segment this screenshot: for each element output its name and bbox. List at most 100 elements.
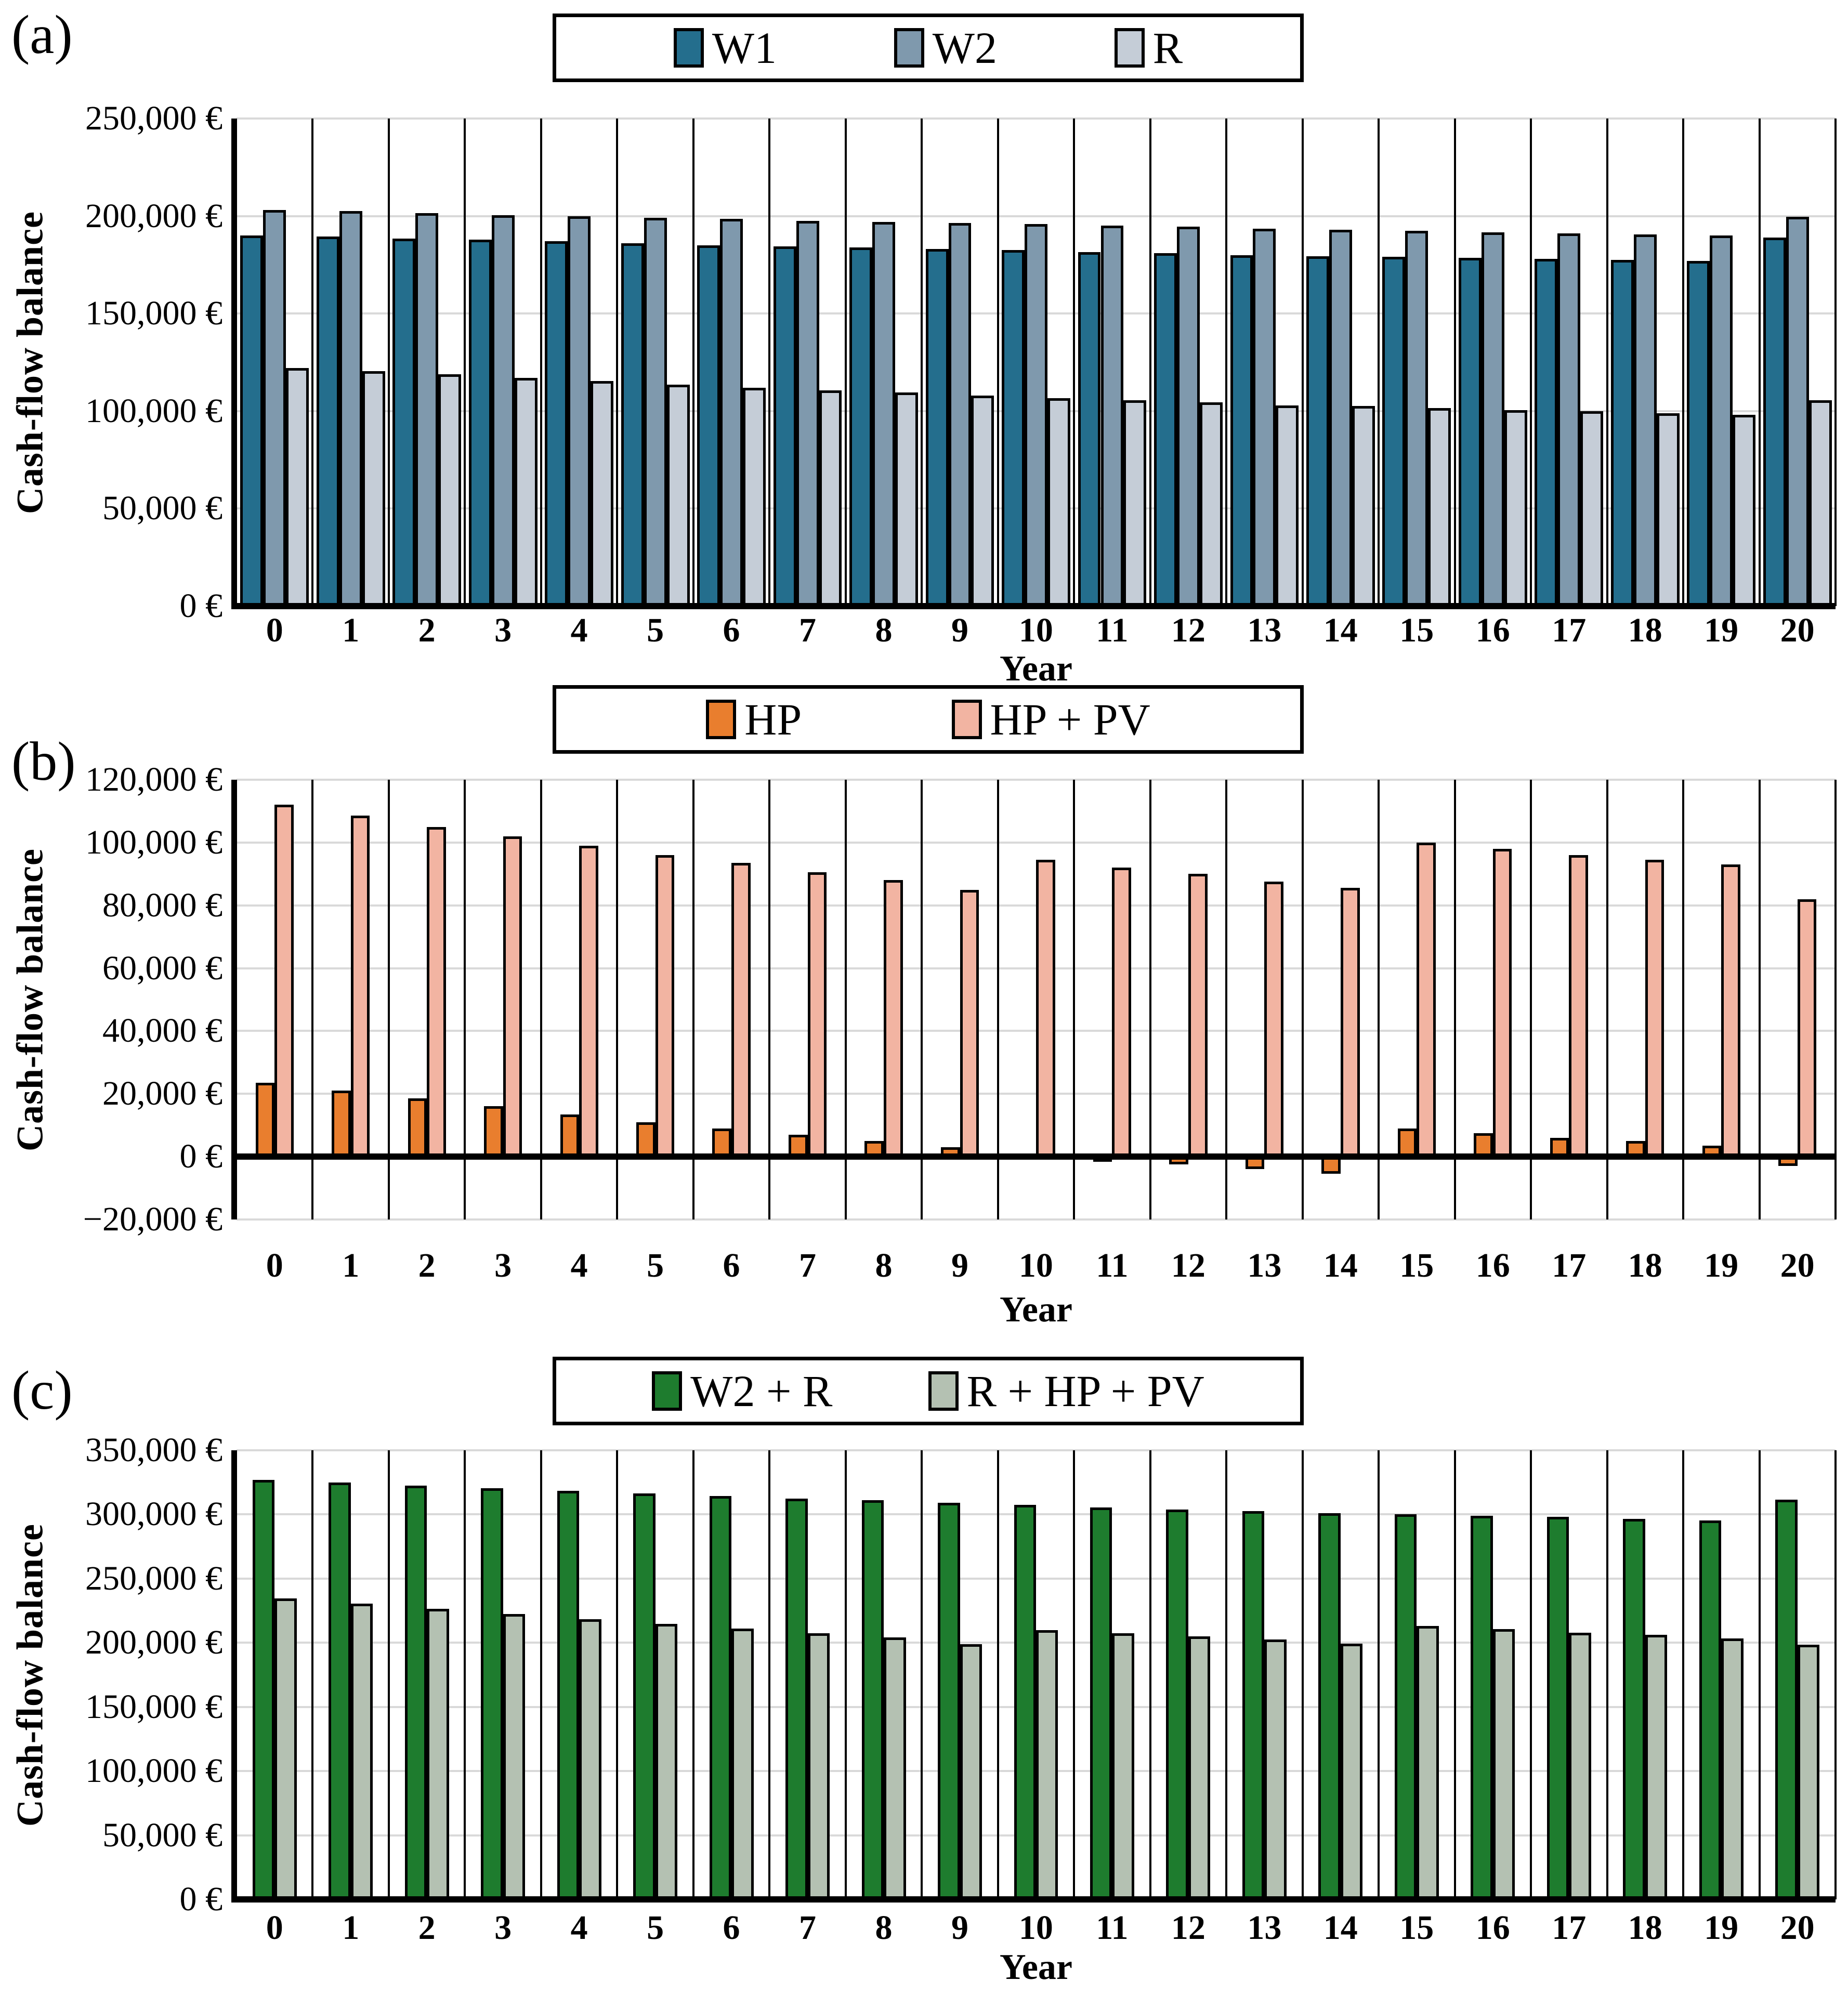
legend-item-R: R [1114,25,1183,70]
x-tick-label: 6 [723,1909,740,1947]
y-tick-label: 40,000 € [102,1012,222,1050]
category-separator [387,119,390,606]
y-tick-label: 250,000 € [85,1559,222,1597]
y-tick-label: 350,000 € [85,1431,222,1469]
category-separator [1530,119,1532,606]
category-separator [1301,780,1304,1219]
bar-HP + PV-year-12 [1188,874,1208,1157]
bar-W1-year-14 [1306,256,1329,606]
plot-area [231,1449,1837,1903]
x-tick-label: 18 [1628,1909,1662,1947]
bar-W1-year-5 [621,243,644,606]
bar-HP-year-7 [788,1134,808,1157]
category-separator [464,780,466,1219]
bar-R + HP + PV-year-14 [1340,1643,1363,1899]
category-separator [1682,1450,1685,1899]
x-tick-label: 14 [1323,1909,1358,1947]
bar-W1-year-18 [1610,260,1634,606]
y-axis-line [231,780,237,1219]
bar-W1-year-7 [773,246,796,606]
category-separator [1149,119,1151,606]
bar-W2 + R-year-5 [633,1493,656,1899]
bar-HP + PV-year-1 [350,816,370,1157]
legend-swatch-W2 [894,28,924,68]
bar-W2-year-13 [1253,228,1276,606]
x-tick-label: 16 [1475,611,1510,649]
category-separator [1453,780,1456,1219]
bar-W1-year-15 [1382,257,1406,606]
category-separator [616,1450,619,1899]
bar-W2 + R-year-0 [252,1479,275,1899]
bar-HP + PV-year-4 [579,845,598,1157]
x-tick-label: 0 [266,1247,283,1284]
legend-label: HP + PV [990,694,1150,744]
y-tick-label: 200,000 € [85,196,222,235]
bar-HP + PV-year-6 [731,863,751,1157]
x-tick-label: 0 [266,611,283,649]
gridline [237,1218,1836,1221]
bar-HP + PV-year-15 [1417,842,1436,1157]
bar-W2-year-20 [1786,217,1809,606]
bar-HP-year-17 [1550,1137,1569,1157]
bar-W2-year-14 [1329,229,1352,606]
bar-R + HP + PV-year-11 [1112,1633,1134,1899]
category-separator [1606,1450,1608,1899]
x-tick-label: 17 [1552,1247,1587,1284]
bar-R-year-8 [895,392,918,606]
y-tick-label: 100,000 € [85,391,222,430]
legend: HP HP + PV [553,685,1304,754]
bar-W1-year-17 [1535,259,1558,606]
bar-W2-year-2 [415,213,439,606]
x-tick-label: 10 [1018,611,1053,649]
gridline [237,1513,1836,1516]
bar-W2-year-7 [796,220,819,606]
bar-R + HP + PV-year-0 [274,1598,297,1899]
panel-label: (c) [11,1360,73,1421]
y-tick-label: 100,000 € [85,1752,222,1790]
x-tick-label: 8 [875,611,893,649]
category-separator [1758,119,1761,606]
bar-W2 + R-year-3 [481,1488,503,1899]
bar-HP-year-4 [560,1114,580,1157]
category-separator [1530,1450,1532,1899]
bar-W2-year-18 [1633,234,1657,606]
zero-axis-line [231,603,1836,609]
x-tick-label: 5 [647,1247,664,1284]
bar-W2-year-17 [1557,233,1581,606]
bar-HP + PV-year-16 [1492,848,1512,1157]
category-separator [1682,119,1685,606]
gridline [237,215,1836,217]
x-tick-label: 18 [1628,611,1662,649]
bar-R-year-2 [438,374,462,606]
legend-label: W2 + R [690,1366,833,1416]
category-separator [844,119,847,606]
bar-R + HP + PV-year-9 [960,1644,982,1899]
bar-W1-year-10 [1002,250,1025,606]
category-separator [1301,119,1304,606]
x-tick-label: 5 [647,1909,664,1947]
y-tick-label: 100,000 € [85,823,222,861]
category-separator [616,780,619,1219]
bar-R + HP + PV-year-5 [655,1624,678,1899]
x-tick-label: 17 [1552,611,1587,649]
bar-R + HP + PV-year-4 [579,1619,601,1899]
x-tick-label: 3 [494,1909,512,1947]
category-separator [464,119,466,606]
x-tick-label: 10 [1018,1909,1053,1947]
bar-HP + PV-year-20 [1797,899,1817,1157]
bar-W1-year-6 [697,245,720,606]
bar-R + HP + PV-year-6 [731,1629,754,1899]
bar-W2-year-0 [263,210,286,606]
bar-W1-year-3 [468,239,492,606]
category-separator [311,1450,314,1899]
y-tick-label: 150,000 € [85,1687,222,1726]
category-separator [844,1450,847,1899]
category-separator [1225,1450,1228,1899]
bar-HP + PV-year-10 [1036,860,1055,1157]
y-tick-label: 0 € [179,1137,223,1176]
bar-W2-year-5 [644,218,667,606]
category-separator [768,780,771,1219]
x-tick-label: 12 [1171,611,1205,649]
zero-axis-line [231,1153,1836,1160]
x-tick-label: 4 [570,611,588,649]
